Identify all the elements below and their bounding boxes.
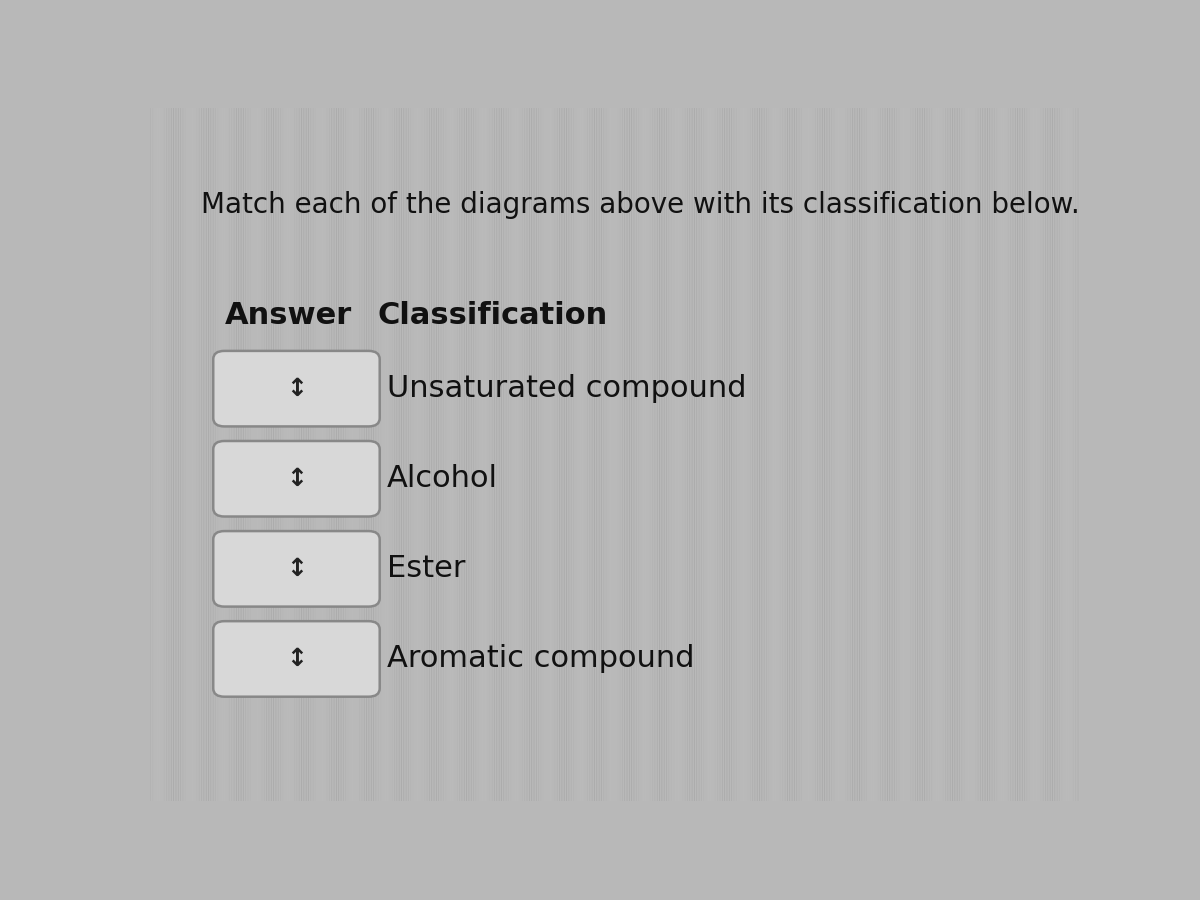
Text: ↕: ↕ [286, 377, 307, 400]
FancyBboxPatch shape [214, 351, 379, 427]
FancyBboxPatch shape [214, 441, 379, 517]
Text: Answer: Answer [224, 302, 352, 330]
Text: ↕: ↕ [286, 557, 307, 580]
Text: Classification: Classification [378, 302, 608, 330]
FancyBboxPatch shape [214, 621, 379, 697]
FancyBboxPatch shape [214, 531, 379, 607]
Text: Unsaturated compound: Unsaturated compound [388, 374, 746, 403]
Text: Match each of the diagrams above with its classification below.: Match each of the diagrams above with it… [202, 191, 1080, 220]
Text: ↕: ↕ [286, 647, 307, 670]
Text: Aromatic compound: Aromatic compound [388, 644, 695, 673]
Text: Alcohol: Alcohol [388, 464, 498, 493]
Text: Ester: Ester [388, 554, 466, 583]
Text: ↕: ↕ [286, 467, 307, 491]
